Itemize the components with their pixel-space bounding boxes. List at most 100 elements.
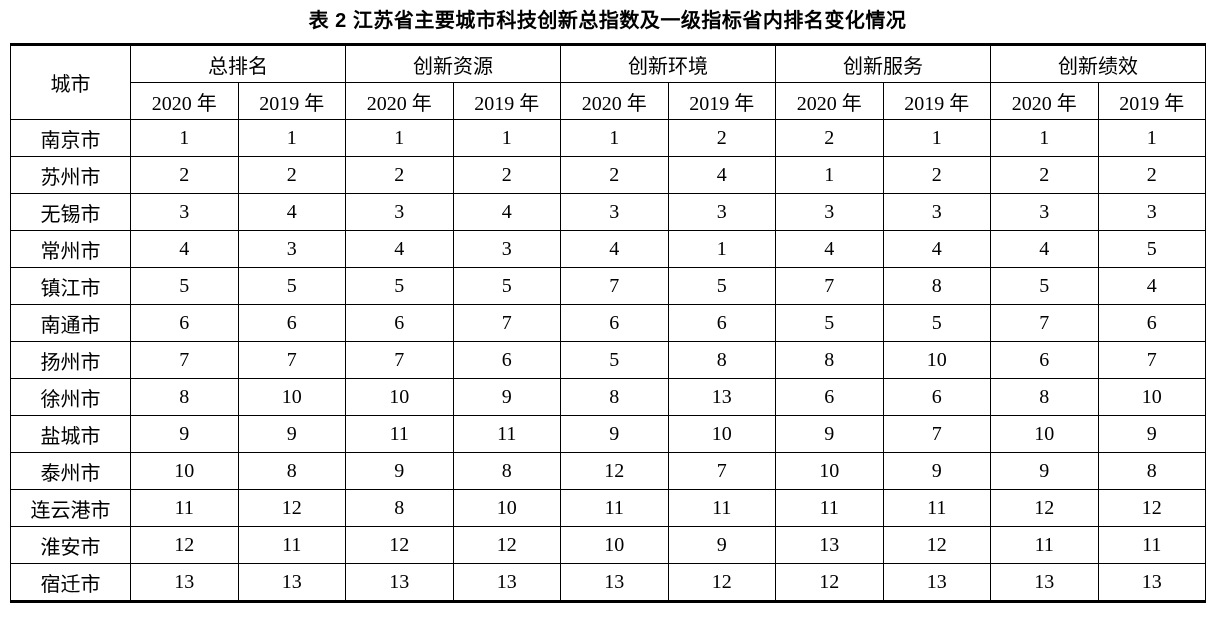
table-row: 南通市 6 6 6 7 6 6 5 5 7 6 bbox=[10, 304, 1206, 342]
year-header-2019: 2019 年 bbox=[882, 82, 991, 120]
rank-cell: 12 bbox=[1097, 489, 1206, 527]
year-header-2020: 2020 年 bbox=[560, 82, 669, 120]
table-row: 盐城市 9 9 11 11 9 10 9 7 10 9 bbox=[10, 415, 1206, 453]
city-cell: 扬州市 bbox=[10, 341, 131, 379]
ranking-table: 城市 总排名 创新资源 创新环境 创新服务 创新绩效 2020 年 2019 年… bbox=[10, 43, 1206, 603]
group-header-overall-rank: 总排名 bbox=[130, 44, 346, 83]
table-row: 宿迁市 13 13 13 13 13 12 12 13 13 13 bbox=[10, 563, 1206, 602]
rank-cell: 9 bbox=[882, 452, 991, 490]
city-cell: 镇江市 bbox=[10, 267, 131, 305]
table-row: 常州市 4 3 4 3 4 1 4 4 4 5 bbox=[10, 230, 1206, 268]
rank-cell: 4 bbox=[882, 230, 991, 268]
group-header-innovation-performance: 创新绩效 bbox=[990, 44, 1206, 83]
group-header-innovation-services: 创新服务 bbox=[775, 44, 991, 83]
rank-cell: 6 bbox=[345, 304, 454, 342]
rank-cell: 13 bbox=[990, 563, 1099, 602]
rank-cell: 9 bbox=[345, 452, 454, 490]
rank-cell: 1 bbox=[990, 119, 1099, 157]
rank-cell: 13 bbox=[237, 563, 346, 602]
rank-cell: 8 bbox=[775, 341, 884, 379]
group-header-innovation-environment: 创新环境 bbox=[560, 44, 776, 83]
rank-cell: 12 bbox=[237, 489, 346, 527]
rank-cell: 7 bbox=[452, 304, 561, 342]
rank-cell: 7 bbox=[345, 341, 454, 379]
rank-cell: 1 bbox=[452, 119, 561, 157]
rank-cell: 2 bbox=[775, 119, 884, 157]
table-row: 连云港市 11 12 8 10 11 11 11 11 12 12 bbox=[10, 489, 1206, 527]
rank-cell: 1 bbox=[882, 119, 991, 157]
rank-cell: 3 bbox=[882, 193, 991, 231]
rank-cell: 13 bbox=[667, 378, 776, 416]
rank-cell: 3 bbox=[130, 193, 239, 231]
rank-cell: 8 bbox=[560, 378, 669, 416]
rank-cell: 5 bbox=[560, 341, 669, 379]
city-cell: 常州市 bbox=[10, 230, 131, 268]
rank-cell: 1 bbox=[345, 119, 454, 157]
table-row: 扬州市 7 7 7 6 5 8 8 10 6 7 bbox=[10, 341, 1206, 379]
rank-cell: 11 bbox=[1097, 526, 1206, 564]
rank-cell: 2 bbox=[237, 156, 346, 194]
rank-cell: 6 bbox=[130, 304, 239, 342]
rank-cell: 7 bbox=[775, 267, 884, 305]
rank-cell: 11 bbox=[882, 489, 991, 527]
rank-cell: 1 bbox=[130, 119, 239, 157]
year-header-2019: 2019 年 bbox=[237, 82, 346, 120]
city-cell: 南京市 bbox=[10, 119, 131, 157]
year-header-2020: 2020 年 bbox=[345, 82, 454, 120]
rank-cell: 4 bbox=[1097, 267, 1206, 305]
year-header-2019: 2019 年 bbox=[667, 82, 776, 120]
rank-cell: 1 bbox=[237, 119, 346, 157]
rank-cell: 10 bbox=[990, 415, 1099, 453]
rank-cell: 5 bbox=[130, 267, 239, 305]
rank-cell: 4 bbox=[452, 193, 561, 231]
rank-cell: 2 bbox=[667, 119, 776, 157]
table-row: 苏州市 2 2 2 2 2 4 1 2 2 2 bbox=[10, 156, 1206, 194]
table-row: 泰州市 10 8 9 8 12 7 10 9 9 8 bbox=[10, 452, 1206, 490]
rank-cell: 6 bbox=[1097, 304, 1206, 342]
city-column-header: 城市 bbox=[10, 44, 131, 120]
rank-cell: 2 bbox=[990, 156, 1099, 194]
rank-cell: 9 bbox=[990, 452, 1099, 490]
rank-cell: 8 bbox=[667, 341, 776, 379]
rank-cell: 5 bbox=[237, 267, 346, 305]
rank-cell: 9 bbox=[1097, 415, 1206, 453]
city-cell: 无锡市 bbox=[10, 193, 131, 231]
year-header-2020: 2020 年 bbox=[130, 82, 239, 120]
rank-cell: 3 bbox=[452, 230, 561, 268]
table-header: 城市 总排名 创新资源 创新环境 创新服务 创新绩效 2020 年 2019 年… bbox=[10, 44, 1206, 120]
rank-cell: 6 bbox=[882, 378, 991, 416]
rank-cell: 12 bbox=[452, 526, 561, 564]
rank-cell: 1 bbox=[667, 230, 776, 268]
rank-cell: 12 bbox=[775, 563, 884, 602]
rank-cell: 11 bbox=[237, 526, 346, 564]
rank-cell: 11 bbox=[452, 415, 561, 453]
rank-cell: 3 bbox=[560, 193, 669, 231]
rank-cell: 4 bbox=[775, 230, 884, 268]
rank-cell: 7 bbox=[667, 452, 776, 490]
rank-cell: 9 bbox=[130, 415, 239, 453]
city-cell: 盐城市 bbox=[10, 415, 131, 453]
rank-cell: 10 bbox=[667, 415, 776, 453]
rank-cell: 7 bbox=[1097, 341, 1206, 379]
rank-cell: 2 bbox=[452, 156, 561, 194]
rank-cell: 10 bbox=[775, 452, 884, 490]
city-cell: 连云港市 bbox=[10, 489, 131, 527]
rank-cell: 5 bbox=[990, 267, 1099, 305]
rank-cell: 6 bbox=[560, 304, 669, 342]
rank-cell: 4 bbox=[237, 193, 346, 231]
rank-cell: 8 bbox=[130, 378, 239, 416]
rank-cell: 8 bbox=[882, 267, 991, 305]
rank-cell: 13 bbox=[1097, 563, 1206, 602]
group-header-innovation-resources: 创新资源 bbox=[345, 44, 561, 83]
city-cell: 南通市 bbox=[10, 304, 131, 342]
rank-cell: 3 bbox=[237, 230, 346, 268]
rank-cell: 2 bbox=[882, 156, 991, 194]
city-cell: 苏州市 bbox=[10, 156, 131, 194]
city-cell: 宿迁市 bbox=[10, 563, 131, 602]
table-row: 徐州市 8 10 10 9 8 13 6 6 8 10 bbox=[10, 378, 1206, 416]
table-body: 南京市 1 1 1 1 1 2 2 1 1 1 苏州市 2 2 2 2 2 4 1 2 2 2 无锡市 3 4 3 4 3 3 3 3 3 3 常… bbox=[10, 119, 1206, 602]
rank-cell: 13 bbox=[775, 526, 884, 564]
rank-cell: 6 bbox=[452, 341, 561, 379]
rank-cell: 11 bbox=[560, 489, 669, 527]
rank-cell: 3 bbox=[990, 193, 1099, 231]
